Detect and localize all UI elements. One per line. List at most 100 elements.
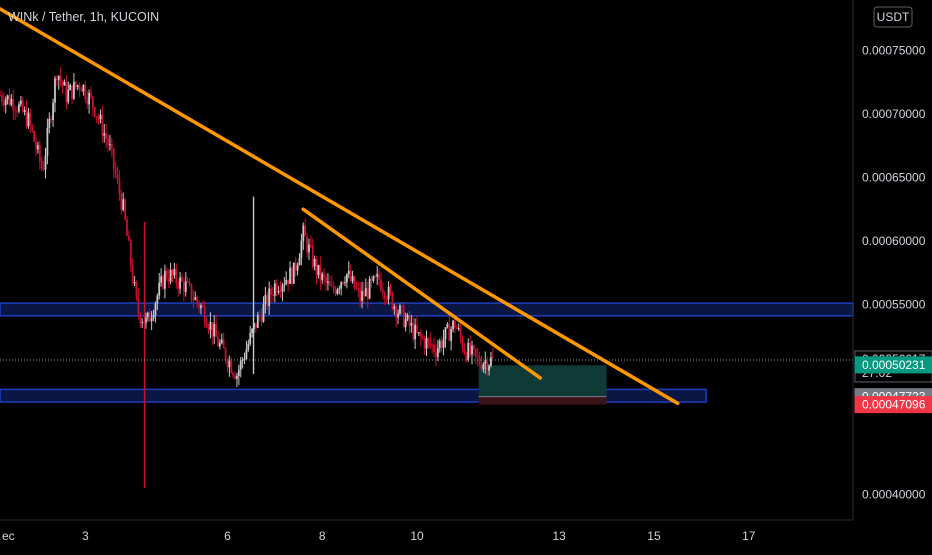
candle-body (211, 322, 214, 337)
candle-body (137, 297, 140, 314)
candle-body (429, 339, 432, 345)
time-tick-label: 15 (647, 529, 661, 543)
candle-body (344, 282, 346, 284)
candle-body (127, 235, 130, 241)
candle-body (421, 337, 424, 339)
candle-body (402, 306, 405, 328)
candle-body (177, 282, 180, 289)
trend-line-1[interactable] (0, 7, 680, 406)
chart-title: WINk / Tether, 1h, KUCOIN (8, 10, 159, 24)
candle-body (27, 112, 30, 127)
candle-body (203, 306, 206, 323)
candle-body (37, 145, 39, 150)
candle-body (158, 282, 161, 296)
candle-body (488, 365, 490, 371)
candle-body (266, 294, 269, 307)
candle-body (224, 348, 227, 361)
candle-body (139, 313, 142, 323)
candle-body (73, 81, 75, 99)
candle-body (84, 84, 87, 99)
candle-body (480, 364, 483, 370)
candle-body (18, 104, 20, 112)
candle-body (317, 264, 320, 276)
currency-button[interactable]: USDT (873, 6, 913, 28)
candle-body (188, 281, 191, 284)
support-resistance-zone-1[interactable] (0, 302, 854, 317)
candle-body (457, 328, 460, 330)
price-tick-label: 0.00060000 (862, 234, 926, 248)
candle-body (325, 277, 327, 283)
time-tick-label: 6 (224, 529, 231, 543)
candle-body (69, 85, 72, 91)
candle-body (126, 219, 128, 236)
candle-body (148, 312, 151, 322)
price-tick-label: 0.00070000 (862, 107, 926, 121)
candle-body (118, 178, 121, 194)
candle-body (141, 322, 144, 324)
candle-body (25, 109, 28, 127)
candle-body (459, 328, 462, 338)
position-profit-zone[interactable] (478, 365, 607, 397)
candle-body (491, 357, 494, 359)
candle-body (251, 328, 254, 333)
candle-body (67, 90, 70, 103)
candle-body (217, 336, 219, 347)
candle-body (162, 276, 164, 289)
candle-body (97, 116, 100, 120)
time-axis[interactable]: ec 3 6 8 10 13 15 17 (2, 529, 756, 543)
candle-body (239, 360, 242, 370)
candle-body (50, 118, 53, 120)
candle-body (372, 276, 375, 281)
candle-body (328, 281, 331, 286)
candle-body (342, 282, 344, 284)
currency-label[interactable]: USDT (877, 10, 910, 24)
trend-line-2[interactable] (301, 207, 542, 380)
candle-body (408, 314, 411, 326)
candle-body (469, 342, 471, 355)
price-axis[interactable]: 0.00075000 0.00070000 0.00065000 0.00060000… (862, 44, 926, 502)
candle-body (88, 92, 90, 105)
candle-body (175, 269, 178, 283)
candle-body (101, 114, 104, 136)
candle-body (260, 315, 263, 322)
candle-body (427, 338, 430, 340)
position-loss-zone[interactable] (478, 396, 607, 405)
candle-body (490, 357, 492, 366)
candle-body (281, 285, 284, 292)
candle-body (14, 110, 17, 112)
candle-body (404, 319, 407, 328)
candle-body (292, 262, 295, 284)
candle-body (376, 273, 379, 277)
candle-body (321, 273, 324, 281)
candle-body (399, 305, 401, 314)
candle-body (270, 288, 272, 295)
candle-body (164, 270, 166, 289)
candle-body (264, 294, 267, 305)
candle-body (313, 259, 316, 267)
candle-body (237, 369, 240, 376)
candle-body (279, 291, 282, 293)
candle-body (285, 279, 288, 285)
candle-body (319, 264, 322, 281)
candle-body (167, 277, 170, 282)
candle-body (258, 315, 261, 317)
candle-body (230, 360, 233, 373)
candle-body (42, 168, 45, 170)
candle-body (2, 101, 5, 106)
candle-body (309, 244, 312, 246)
candle-body (383, 292, 386, 299)
candle-body (455, 327, 458, 329)
candle-body (247, 343, 250, 350)
candle-body (182, 281, 185, 293)
candle-body (190, 283, 193, 300)
candle-body (112, 148, 115, 169)
candle-body (300, 240, 303, 259)
candle-body (397, 313, 399, 318)
candle-body (302, 225, 305, 241)
candle-body (463, 349, 466, 354)
currency-button-frame[interactable] (873, 6, 913, 28)
candle-body (150, 318, 153, 322)
candle-body (454, 320, 456, 328)
